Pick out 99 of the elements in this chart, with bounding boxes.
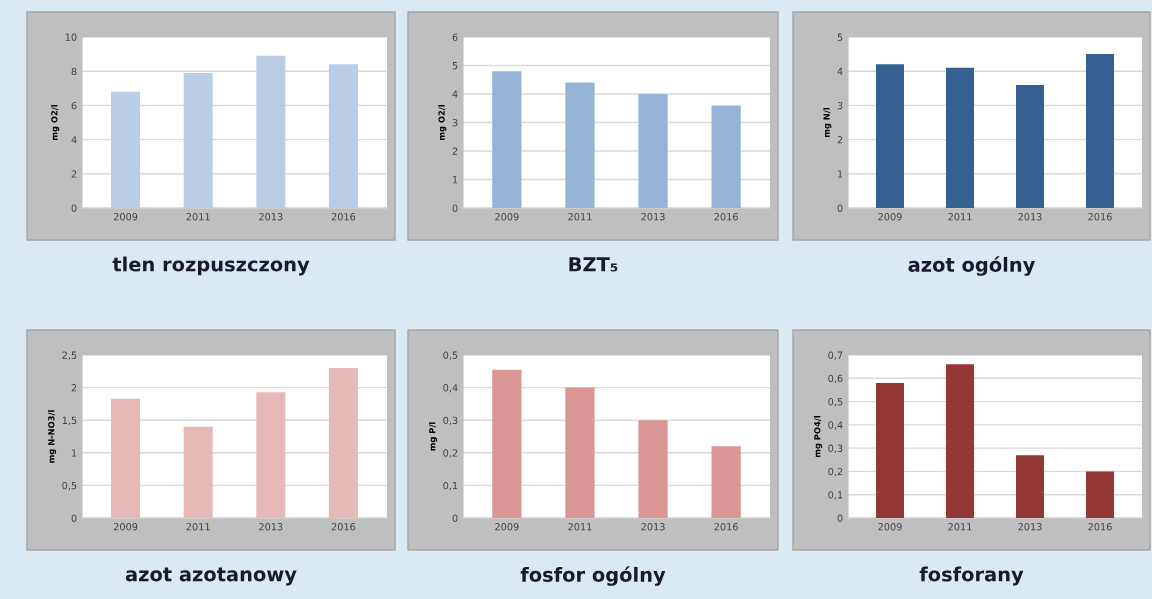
bar [492,369,522,518]
y-tick-label: 0,6 [828,374,843,384]
x-tick-label: 2011 [948,523,972,531]
y-tick-label: 0,5 [828,398,843,407]
text: fosfor ogólny [520,566,666,586]
bar [565,82,595,208]
y-tick-label: 0 [71,514,77,522]
x-tick-label: 2013 [259,213,283,221]
y-tick-label: 0,4 [443,384,458,393]
text: azot ogólny [908,256,1035,276]
x-tick-label: 2011 [186,523,210,531]
x-tick-label: 2011 [186,213,210,221]
bar [256,55,286,208]
y-tick-label: 0,3 [443,416,458,426]
bar [183,72,213,208]
x-tick-label: 2009 [495,523,519,531]
x-tick-label: 2016 [714,213,738,221]
y-tick-label: 0,2 [828,467,843,477]
x-tick-label: 2013 [259,523,283,531]
y-tick-label: 4 [837,67,843,75]
bar [1016,455,1044,518]
y-tick-label: 6 [71,101,77,110]
y-tick-label: 8 [71,67,77,76]
y-axis-title: mg N/l [823,107,832,138]
x-tick-label: 2016 [331,523,356,531]
text: BZT₅ [569,257,618,272]
bar [638,94,668,208]
bar [1016,84,1044,208]
x-tick-label: 2009 [495,213,519,221]
bar [565,387,595,518]
y-tick-label: 5 [452,62,458,70]
y-tick-label: 2 [71,170,77,178]
bar [111,91,141,208]
y-tick-label: 1,5 [62,416,77,426]
y-tick-label: 0 [837,204,843,212]
y-tick-label: 2,5 [62,351,77,360]
bar [876,382,904,518]
y-tick-label: 3 [837,101,843,110]
y-tick-label: 6 [452,33,458,41]
x-tick-label: 2016 [1088,213,1112,221]
y-tick-label: 0 [452,514,458,522]
x-tick-label: 2009 [878,213,902,221]
x-tick-label: 2011 [568,523,592,531]
y-tick-label: 4 [452,90,458,98]
y-tick-label: 0,7 [828,351,843,360]
x-tick-label: 2009 [113,213,138,221]
bar [328,64,358,208]
bar [256,392,286,518]
y-tick-label: 0,1 [828,491,843,500]
bar [1086,54,1114,208]
x-tick-label: 2016 [331,213,356,221]
y-axis-title: mg O2/l [51,105,60,140]
y-axis-title: mg P/l [428,422,438,451]
y-tick-label: 0,5 [62,481,77,491]
y-tick-label: 2 [837,136,843,144]
y-tick-label: 1 [453,176,458,184]
y-tick-label: 10 [65,33,77,41]
text: tlen rozpuszczony [112,256,310,276]
x-tick-label: 2016 [714,523,738,531]
x-tick-label: 2013 [641,523,665,531]
y-tick-label: 4 [71,136,77,144]
y-axis-title: mg PO4/l [813,415,823,458]
y-tick-label: 0 [71,204,77,212]
y-tick-label: 2 [452,147,458,155]
y-tick-label: 0,3 [828,444,843,453]
text: fosforany [919,566,1024,586]
y-axis-title: mg O2/l [438,105,447,140]
y-tick-label: 0,1 [443,481,458,491]
y-tick-label: 0,5 [443,351,458,360]
y-axis-title: mg N-NO3/l [47,410,57,463]
y-tick-label: 0,2 [443,449,458,458]
y-tick-label: 5 [837,33,843,41]
y-tick-label: 1 [72,449,77,457]
y-tick-label: 0 [837,514,843,522]
y-tick-label: 3 [452,118,458,127]
bar [111,398,141,518]
y-tick-label: 0,4 [828,421,843,430]
x-tick-label: 2009 [113,523,138,531]
x-tick-label: 2016 [1088,523,1112,531]
bar [946,364,974,518]
bar [328,368,358,518]
x-tick-label: 2011 [568,213,592,221]
x-tick-label: 2011 [948,213,972,221]
y-tick-label: 0 [452,204,458,212]
bar [1086,471,1114,518]
bar [876,64,904,208]
x-tick-label: 2009 [878,523,902,531]
bar [638,420,668,518]
y-tick-label: 1 [838,170,843,178]
bar [492,71,522,208]
x-tick-label: 2013 [1018,213,1042,221]
bar [711,105,741,208]
x-tick-label: 2013 [1018,523,1042,531]
y-tick-label: 2 [71,384,77,392]
bar [711,446,741,518]
x-tick-label: 2013 [641,213,665,221]
bar [946,67,974,208]
bar [183,426,213,518]
text: azot azotanowy [125,567,297,586]
